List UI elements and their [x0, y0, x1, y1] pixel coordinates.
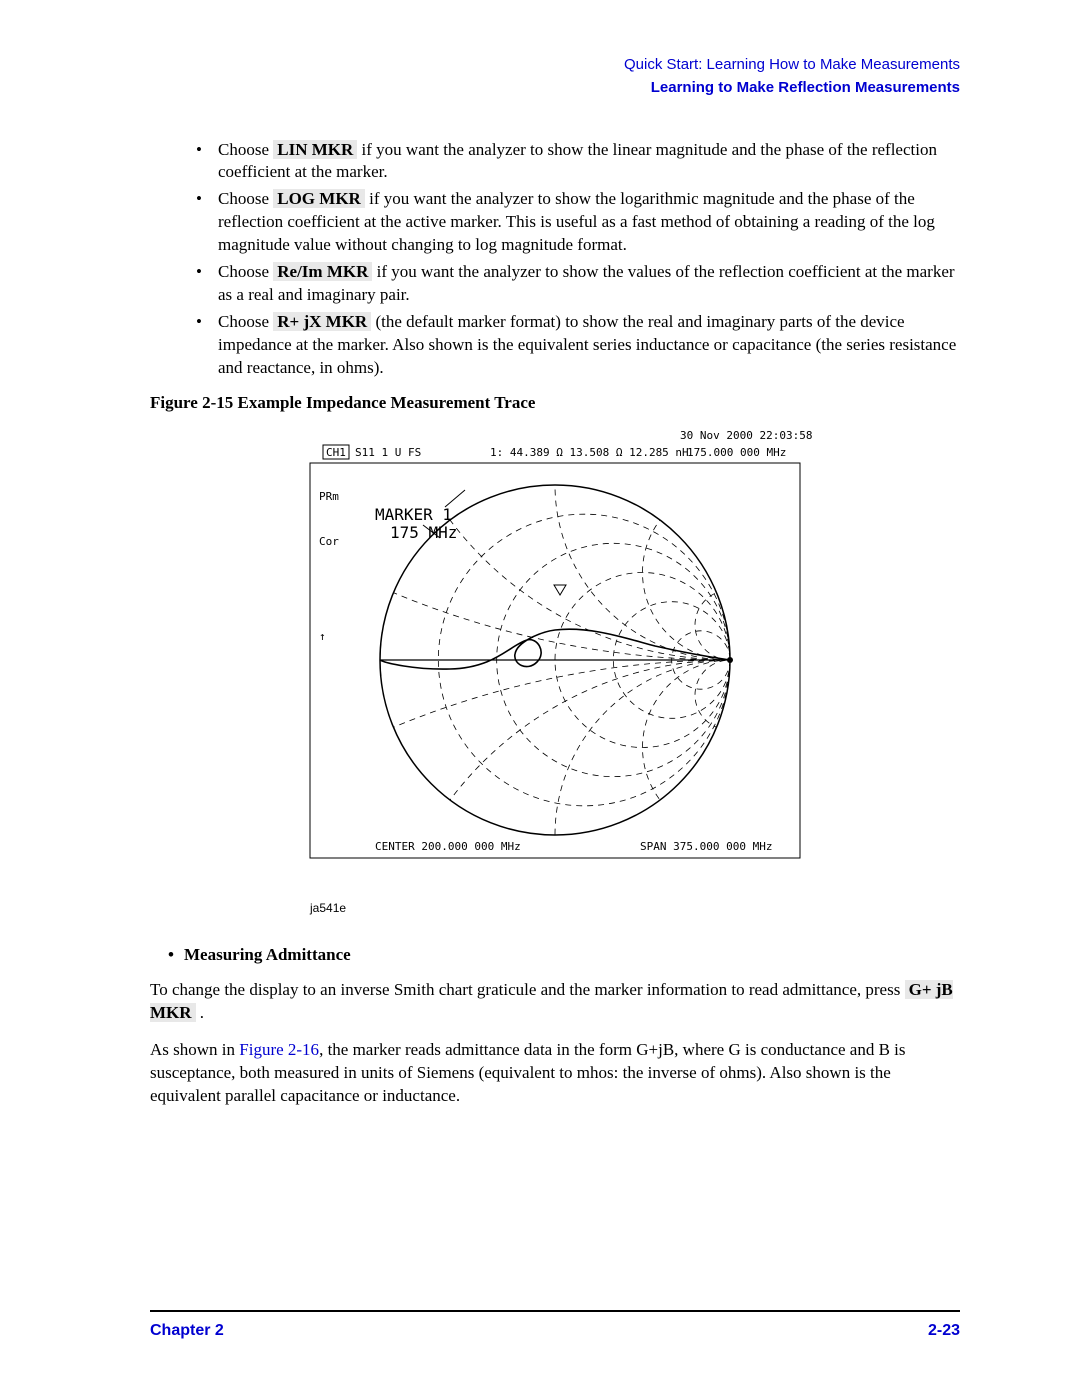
figure-caption: Figure 2-15 Example Impedance Measuremen…	[150, 392, 960, 415]
softkey-lin-mkr: LIN MKR	[273, 140, 357, 159]
svg-text:CENTER 200.000 000 MHz: CENTER 200.000 000 MHz	[375, 840, 521, 853]
figure-tag: ja541e	[310, 900, 960, 916]
para-text: .	[196, 1003, 205, 1022]
page-header: Quick Start: Learning How to Make Measur…	[150, 55, 960, 99]
svg-text:S11 1 U FS: S11 1 U FS	[355, 446, 421, 459]
paragraph: To change the display to an inverse Smit…	[150, 979, 960, 1025]
list-item: Choose Re/Im MKR if you want the analyze…	[196, 261, 960, 307]
svg-text:30 Nov 2000 22:03:58: 30 Nov 2000 22:03:58	[680, 429, 812, 442]
svg-text:MARKER 1: MARKER 1	[375, 505, 452, 524]
svg-text:CH1: CH1	[326, 446, 346, 459]
marker-options-list: Choose LIN MKR if you want the analyzer …	[196, 139, 960, 380]
svg-text:SPAN 375.000 000 MHz: SPAN 375.000 000 MHz	[640, 840, 772, 853]
choose-text: Choose	[218, 312, 273, 331]
sub-heading-admittance: Measuring Admittance	[168, 944, 960, 967]
footer-page-number: 2-23	[928, 1320, 960, 1342]
smith-chart-figure: 30 Nov 2000 22:03:58CH1S11 1 U FS1: 44.3…	[150, 425, 960, 882]
para-text: To change the display to an inverse Smit…	[150, 980, 905, 999]
softkey-rjx-mkr: R+ jX MKR	[273, 312, 371, 331]
choose-text: Choose	[218, 262, 273, 281]
page-footer: Chapter 2 2-23	[150, 1310, 960, 1342]
svg-text:PRm: PRm	[319, 490, 339, 503]
list-item: Choose LOG MKR if you want the analyzer …	[196, 188, 960, 257]
softkey-log-mkr: LOG MKR	[273, 189, 365, 208]
svg-text:1: 44.389 Ω 13.508 Ω 12.28: 1: 44.389 Ω 13.508 Ω 12.285 nH	[490, 446, 689, 459]
header-section-title: Learning to Make Reflection Measurements	[150, 78, 960, 98]
paragraph: As shown in Figure 2-16, the marker read…	[150, 1039, 960, 1108]
header-breadcrumb: Quick Start: Learning How to Make Measur…	[150, 55, 960, 75]
choose-text: Choose	[218, 140, 273, 159]
list-item: Choose R+ jX MKR (the default marker for…	[196, 311, 960, 380]
softkey-reim-mkr: Re/Im MKR	[273, 262, 372, 281]
figure-reference[interactable]: Figure 2-16	[239, 1040, 319, 1059]
list-item: Choose LIN MKR if you want the analyzer …	[196, 139, 960, 185]
footer-chapter: Chapter 2	[150, 1320, 224, 1342]
svg-text:↑: ↑	[319, 630, 326, 643]
svg-text:Cor: Cor	[319, 535, 339, 548]
para-text: As shown in	[150, 1040, 239, 1059]
smith-chart-svg: 30 Nov 2000 22:03:58CH1S11 1 U FS1: 44.3…	[295, 425, 815, 875]
svg-text:175.000 000 MHz: 175.000 000 MHz	[687, 446, 786, 459]
choose-text: Choose	[218, 189, 273, 208]
